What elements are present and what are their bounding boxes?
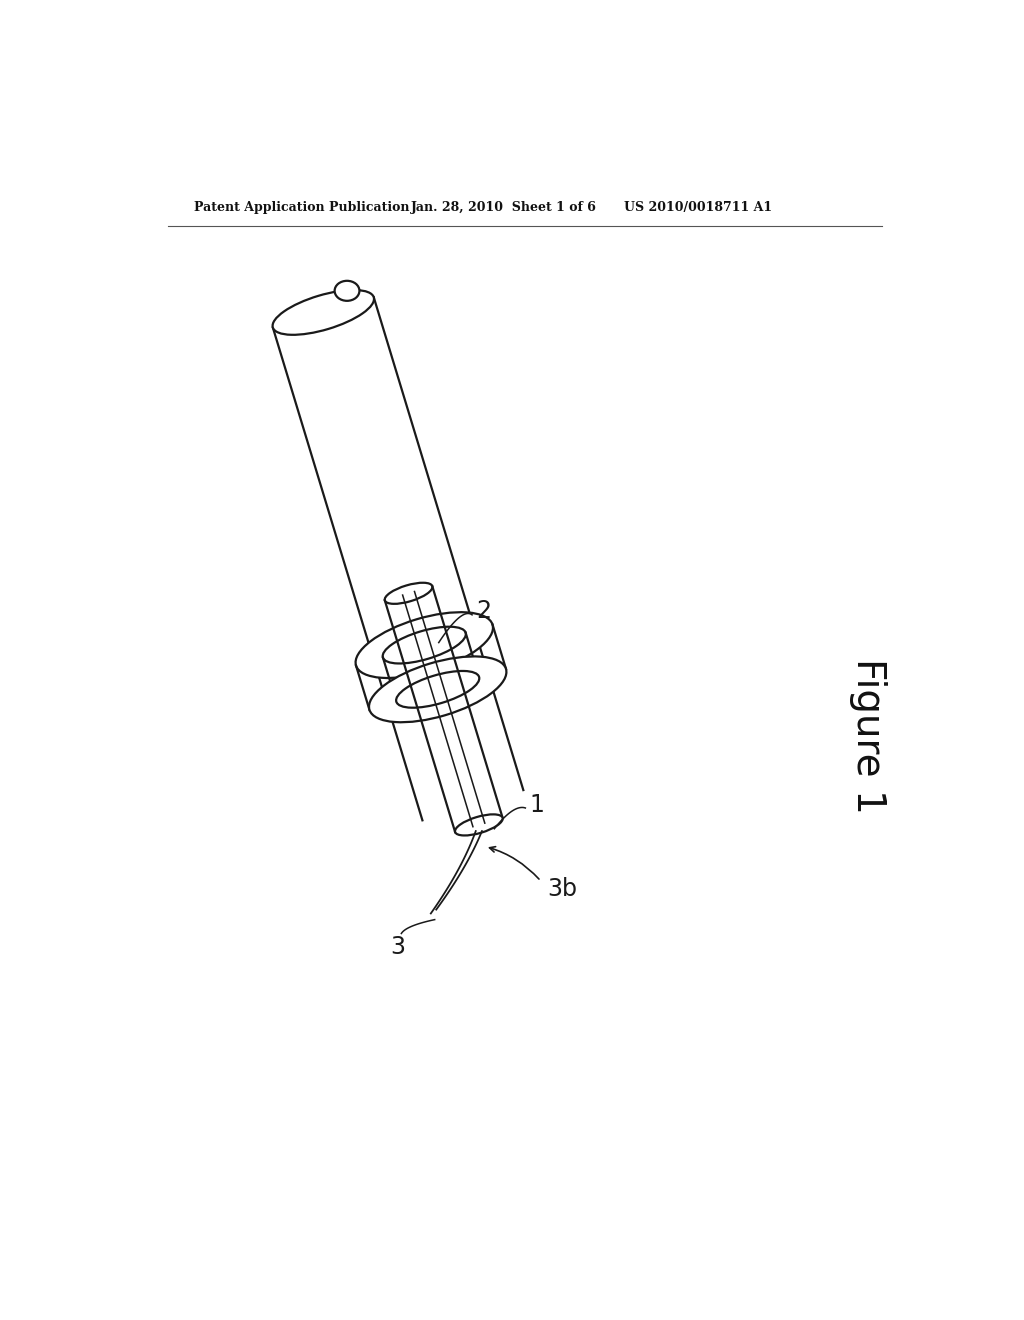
Text: Patent Application Publication: Patent Application Publication <box>194 201 410 214</box>
Text: 3b: 3b <box>547 878 578 902</box>
Ellipse shape <box>335 281 359 301</box>
Text: Figure 1: Figure 1 <box>849 657 887 814</box>
Ellipse shape <box>396 671 479 708</box>
Ellipse shape <box>383 627 466 664</box>
Text: 2: 2 <box>476 599 490 623</box>
Ellipse shape <box>385 582 432 603</box>
Ellipse shape <box>369 656 507 722</box>
Ellipse shape <box>272 290 374 335</box>
Text: 3: 3 <box>390 935 406 960</box>
Text: 1: 1 <box>529 792 544 817</box>
Text: US 2010/0018711 A1: US 2010/0018711 A1 <box>624 201 772 214</box>
Ellipse shape <box>355 612 493 678</box>
Text: Jan. 28, 2010  Sheet 1 of 6: Jan. 28, 2010 Sheet 1 of 6 <box>411 201 597 214</box>
Ellipse shape <box>455 814 503 836</box>
